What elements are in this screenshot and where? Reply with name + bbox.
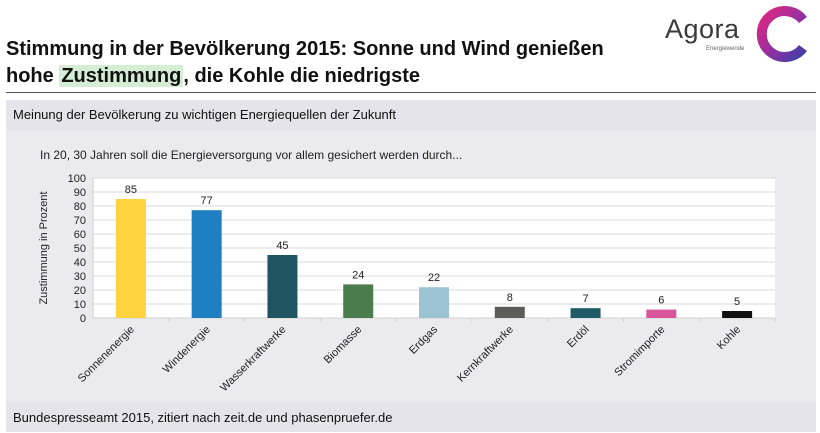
- y-tick-label: 60: [74, 229, 86, 241]
- y-tick-label: 90: [74, 187, 86, 199]
- bar-windenergie: [191, 210, 222, 318]
- agora-logo: Agora Energiewende: [662, 6, 812, 66]
- title-line-2-end: , die Kohle die niedrigste: [183, 65, 421, 87]
- panel-subtitle: Meinung der Bevölkerung zu wichtigen Ene…: [13, 107, 397, 122]
- y-tick-label: 100: [68, 173, 86, 185]
- data-label: 7: [582, 293, 588, 305]
- data-label: 77: [201, 195, 213, 207]
- x-tick-label: Erdgas: [407, 323, 440, 356]
- x-tick-label: Biomasse: [322, 324, 365, 367]
- y-axis-label: Zustimmung in Prozent: [38, 191, 50, 304]
- y-tick-label: 30: [74, 271, 86, 283]
- x-tick-label: Stromimporte: [612, 324, 667, 379]
- logo-wordmark: Agora: [665, 14, 740, 44]
- bar-erdgas: [419, 287, 449, 318]
- logo-subtitle: Energiewende: [706, 46, 745, 52]
- source-note: Bundespresseamt 2015, zitiert nach zeit.…: [6, 404, 816, 432]
- logo-ring-icon: [756, 6, 807, 62]
- title-line-2-start: hohe: [6, 65, 60, 87]
- x-tick-label: Erdöl: [565, 324, 592, 351]
- title-divider: [6, 92, 816, 93]
- x-tick-label: Sonnenenergie: [76, 324, 137, 385]
- bar-kohle: [722, 311, 753, 318]
- bar-biomasse: [343, 284, 374, 318]
- data-label: 5: [734, 296, 740, 308]
- page-title: Stimmung in der Bevölkerung 2015: Sonne …: [6, 36, 666, 90]
- survey-question: In 20, 30 Jahren soll die Energieversorg…: [40, 148, 463, 162]
- x-tick-label: Kohle: [715, 324, 743, 352]
- data-label: 45: [276, 240, 288, 252]
- x-tick-label: Kernkraftwerke: [455, 324, 516, 385]
- y-tick-label: 0: [80, 313, 86, 325]
- data-label: 8: [507, 292, 513, 304]
- bar-kernkraftwerke: [494, 306, 525, 318]
- bar-sonnenenergie: [115, 199, 146, 318]
- title-highlight: Zustimmung: [59, 65, 184, 87]
- y-tick-label: 70: [74, 215, 86, 227]
- y-tick-label: 40: [74, 257, 86, 269]
- bar-erdöl: [570, 308, 601, 318]
- bar-wasserkraftwerke: [267, 255, 298, 318]
- x-tick-label: Wasserkraftwerke: [218, 324, 288, 394]
- y-tick-label: 10: [74, 299, 86, 311]
- x-tick-label: Windenergie: [161, 324, 213, 376]
- bar-stromimporte: [646, 309, 677, 318]
- data-label: 6: [658, 295, 664, 307]
- data-label: 24: [352, 269, 364, 281]
- title-line-1: Stimmung in der Bevölkerung 2015: Sonne …: [6, 38, 604, 60]
- y-tick-label: 20: [74, 285, 86, 297]
- data-label: 22: [428, 272, 440, 284]
- y-tick-label: 50: [74, 243, 86, 255]
- data-label: 85: [125, 184, 137, 196]
- y-tick-label: 80: [74, 201, 86, 213]
